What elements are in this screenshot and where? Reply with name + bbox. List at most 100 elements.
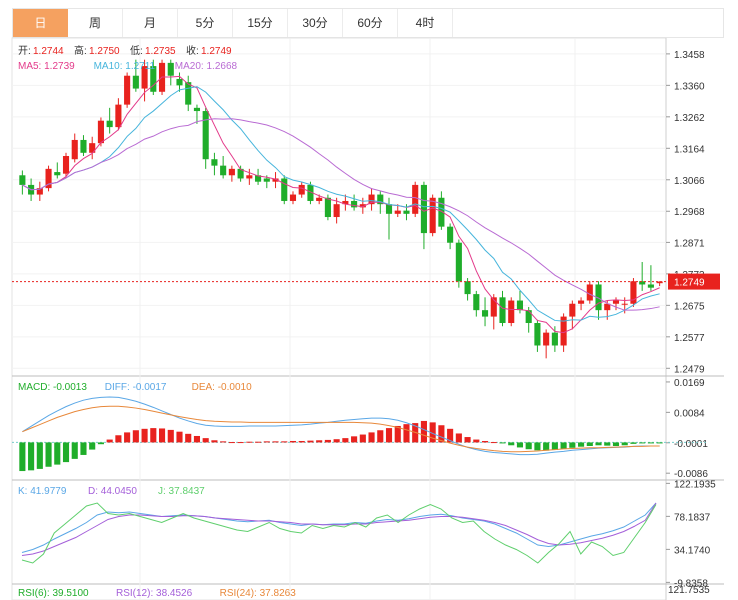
macd-bar <box>368 432 375 443</box>
tab-month[interactable]: 月 <box>123 9 178 37</box>
macd-bar <box>333 439 340 443</box>
kdj-tick-label: -9.8358 <box>674 578 708 589</box>
macd-bar <box>595 442 602 446</box>
price-tick-label: 1.2577 <box>674 333 705 344</box>
macd-bar <box>621 442 628 446</box>
candle-body <box>141 66 148 89</box>
candle-body <box>342 200 349 205</box>
candle-body <box>656 281 663 284</box>
tab-4hour[interactable]: 4时 <box>398 9 453 37</box>
macd-bar <box>80 442 87 455</box>
kdj-legend: J: 37.8437 <box>158 486 205 497</box>
candle-body <box>368 194 375 205</box>
ma20-line <box>22 118 660 311</box>
macd-bar <box>473 439 480 443</box>
candle-body <box>185 82 192 105</box>
candle-body <box>586 284 593 301</box>
candle-body <box>621 303 628 305</box>
candle-body <box>481 310 489 317</box>
candle-body <box>630 281 637 304</box>
candle-body <box>534 323 541 346</box>
ohlc-key: 低: <box>130 44 143 57</box>
candle-body <box>150 66 157 92</box>
macd-bar <box>499 442 506 444</box>
candle-body <box>455 242 462 282</box>
macd-bar <box>351 436 358 443</box>
macd-bar <box>508 442 515 446</box>
diff-line <box>22 396 660 456</box>
macd-bar <box>45 442 52 467</box>
tab-day[interactable]: 日 <box>13 9 68 37</box>
macd-bar <box>481 440 489 443</box>
j-line <box>21 502 657 564</box>
tab-15min[interactable]: 15分 <box>233 9 288 37</box>
price-tick-label: 1.3360 <box>674 81 705 92</box>
candle-body <box>237 168 244 179</box>
candle-body <box>298 184 305 195</box>
macd-bar <box>272 441 279 443</box>
ohlc-key: 开: <box>18 46 31 57</box>
macd-bar <box>89 442 96 450</box>
candle-body <box>228 168 235 176</box>
macd-bar <box>36 442 43 469</box>
ma-legend: MA20: 1.2668 <box>175 61 238 72</box>
macd-bar <box>255 441 262 443</box>
candle-body <box>359 204 366 208</box>
macd-tick-label: 0.0084 <box>674 408 705 419</box>
macd-bar <box>569 442 576 448</box>
macd-tick-label: 0.0169 <box>674 378 705 389</box>
macd-bar <box>447 428 454 443</box>
rsi-legend: RSI(6): 39.5100 <box>18 588 89 599</box>
price-tick-label: 1.3262 <box>674 113 705 124</box>
macd-bar <box>630 442 637 444</box>
candle-body <box>508 300 515 324</box>
candle-body <box>45 168 52 189</box>
candle-body <box>516 300 524 311</box>
candle-body <box>272 178 279 182</box>
macd-bar <box>394 425 401 443</box>
macd-legend: MACD: -0.0013 <box>18 382 87 393</box>
candle-body <box>167 62 174 76</box>
candle-body <box>202 111 209 160</box>
candle-body <box>307 184 314 201</box>
candle-body <box>604 303 611 311</box>
dea-line <box>22 405 660 453</box>
candle-body <box>132 75 139 89</box>
tab-30min[interactable]: 30分 <box>288 9 343 37</box>
macd-bar <box>193 435 201 443</box>
macd-bar <box>289 440 297 443</box>
candle-body <box>176 78 183 86</box>
macd-bar <box>263 441 270 443</box>
candle-body <box>97 120 104 144</box>
ohlc-value: 1.2749 <box>201 46 232 57</box>
macd-bar <box>342 438 349 443</box>
d-line <box>21 502 657 556</box>
k-line <box>21 502 657 553</box>
ohlc-key: 收: <box>186 44 199 57</box>
macd-bar <box>420 420 427 443</box>
tab-week[interactable]: 周 <box>68 9 123 37</box>
candle-body <box>394 210 401 214</box>
rsi-legend: RSI(24): 37.8263 <box>220 588 297 599</box>
macd-bar <box>543 442 550 451</box>
macd-bar <box>220 441 227 443</box>
macd-bar <box>298 440 305 443</box>
candle-body <box>281 178 288 201</box>
macd-bar <box>324 439 331 443</box>
kdj-tick-label: 78.1837 <box>674 512 711 523</box>
candle-body <box>193 107 201 112</box>
kdj-tick-label: 34.1740 <box>674 545 711 556</box>
tab-5min[interactable]: 5分 <box>178 9 233 37</box>
ohlc-key: 高: <box>74 44 87 57</box>
rsi-tick-label: 121.7535 <box>668 585 710 596</box>
current-price-badge <box>668 273 720 290</box>
candle-body <box>464 281 471 295</box>
candle-body <box>220 165 227 176</box>
macd-tick-label: -0.0001 <box>674 439 708 450</box>
macd-bar <box>516 442 524 448</box>
candle-body <box>71 139 78 160</box>
candle-body <box>316 197 323 201</box>
tab-60min[interactable]: 60分 <box>343 9 398 37</box>
candle-body <box>551 332 558 346</box>
